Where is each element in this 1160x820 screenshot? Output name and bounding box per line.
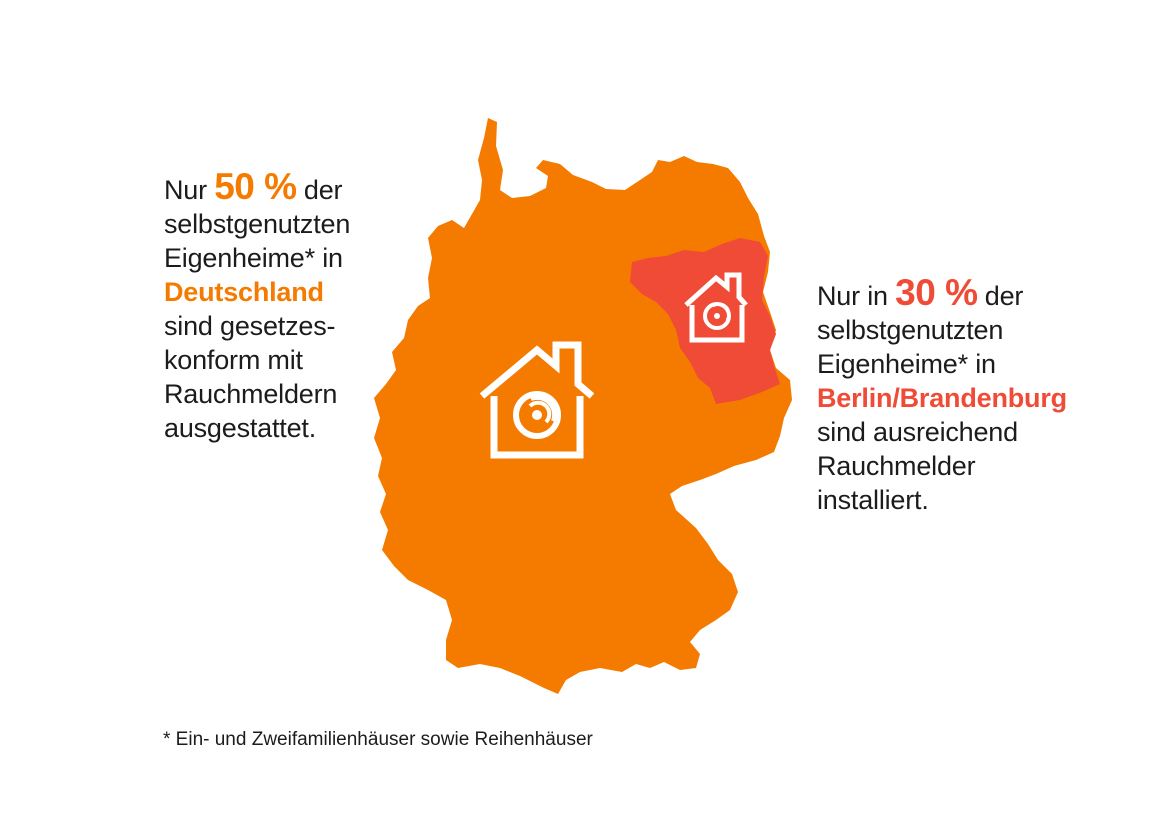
brandenburg-statistic-text: Nur in 30 % der selbstgenutzten Eigenhei… (817, 274, 1097, 517)
right-line-3: Eigenheime* in (817, 349, 996, 379)
left-line-7: Rauchmeldern (164, 379, 338, 409)
left-prefix: Nur (164, 175, 207, 205)
left-line-2: selbstgenutzten (164, 209, 351, 239)
right-line-5: sind ausreichend (817, 417, 1018, 447)
house-smoke-detector-icon (479, 341, 595, 459)
brandenburg-region-label: Berlin/Brandenburg (817, 383, 1067, 413)
footnote: * Ein- und Zweifamilienhäuser sowie Reih… (163, 729, 593, 750)
left-line-5: sind gesetzes- (164, 311, 336, 341)
house-smoke-detector-icon-small (684, 272, 748, 343)
right-prefix: Nur in (817, 281, 888, 311)
germany-percent: 50 % (214, 166, 297, 207)
left-line-6: konform mit (164, 345, 303, 375)
right-line-6: Rauchmelder (817, 451, 976, 481)
right-suffix: der (984, 281, 1024, 311)
right-line-7: installiert. (817, 485, 929, 515)
left-line-3: Eigenheime* in (164, 243, 343, 273)
germany-region-label: Deutschland (164, 277, 324, 307)
left-line-8: ausgestattet. (164, 413, 317, 443)
germany-statistic-text: Nur 50 % der selbstgenutzten Eigenheime*… (164, 168, 404, 445)
right-line-2: selbstgenutzten (817, 315, 1004, 345)
left-suffix: der (303, 175, 343, 205)
brandenburg-percent: 30 % (895, 272, 978, 313)
